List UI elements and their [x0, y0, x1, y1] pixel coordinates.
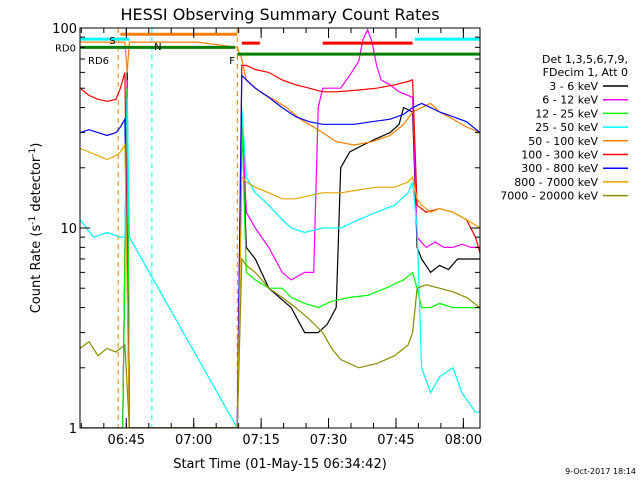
chart-title: HESSI Observing Summary Count Rates — [120, 5, 439, 24]
x-axis-label: Start Time (01-May-15 06:34:42) — [173, 457, 387, 472]
x-tick-label-0: 06:45 — [108, 433, 145, 448]
series-line-0 — [80, 72, 480, 428]
y-axis-label-close: ) — [29, 143, 44, 148]
y-axis-label-sup: -1 — [28, 216, 38, 225]
x-tick-label-3: 07:30 — [310, 433, 347, 448]
legend-label-0: 3 - 6 keV — [549, 80, 598, 93]
legend-header-0: Det 1,3,5,6,7,9, — [542, 53, 628, 66]
legend-label-3: 25 - 50 keV — [535, 121, 598, 134]
legend-header-1: FDecim 1, Att 0 — [543, 66, 628, 79]
y-tick-label-0: 1 — [69, 422, 77, 437]
legend-label-6: 300 - 800 keV — [521, 162, 598, 175]
y-axis-label-tail: detector — [29, 156, 44, 216]
legend-label-2: 12 - 25 keV — [535, 107, 598, 120]
x-tick-label-4: 07:45 — [377, 433, 414, 448]
y-tick-label-1: 10 — [60, 222, 77, 237]
x-tick-label-1: 07:00 — [175, 433, 212, 448]
series-line-1 — [80, 28, 480, 428]
y-axis-label-main: Count Rate (s — [29, 225, 44, 314]
plot-frame — [79, 27, 481, 429]
series-line-6 — [80, 73, 480, 428]
footer-timestamp: 9-Oct-2017 18:14 — [565, 467, 636, 476]
legend-label-7: 800 - 7000 keV — [514, 176, 598, 189]
series-line-5 — [80, 64, 480, 428]
series-line-4 — [80, 41, 480, 146]
marker-label-s: S — [109, 36, 115, 47]
marker-label-f: F — [229, 56, 235, 67]
series-line-3 — [80, 97, 480, 428]
x-tick-label-2: 07:15 — [242, 433, 279, 448]
y-tick-label-2: 100 — [52, 22, 77, 37]
y-axis-label: Count Rate (s-1 detector-1) — [28, 143, 44, 314]
legend-label-5: 100 - 300 keV — [521, 149, 598, 162]
legend: Det 1,3,5,6,7,9,FDecim 1, Att 03 - 6 keV… — [500, 53, 628, 203]
series-group — [80, 28, 480, 428]
x-tick-label-5: 08:00 — [445, 433, 482, 448]
legend-label-8: 7000 - 20000 keV — [500, 190, 598, 203]
y-axis: 1 10 100 — [52, 22, 480, 437]
rd6-label: RD6 — [88, 56, 109, 67]
legend-label-1: 6 - 12 keV — [542, 94, 598, 107]
legend-label-4: 50 - 100 keV — [528, 135, 598, 148]
series-line-7 — [80, 143, 480, 428]
marker-label-n: N — [154, 42, 161, 53]
x-axis: 06:45 07:00 07:15 07:30 07:45 08:00 — [80, 28, 482, 448]
rd0-label: RD0 — [55, 43, 76, 54]
y-axis-label-tail-sup: -1 — [28, 148, 38, 157]
series-line-8 — [80, 257, 480, 428]
series-line-2 — [80, 88, 480, 428]
plot-area: S N F RD0 RD6 — [55, 27, 481, 429]
